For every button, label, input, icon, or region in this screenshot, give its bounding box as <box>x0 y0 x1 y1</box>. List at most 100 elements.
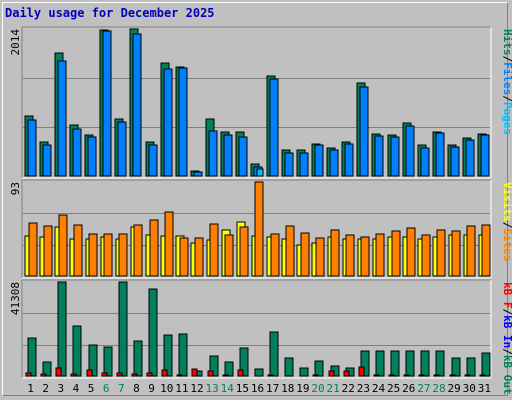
bar-kb-out-day-1 <box>27 337 37 377</box>
bar-kb-out-day-13 <box>209 355 219 377</box>
bar-kb-f-day-27 <box>418 374 425 377</box>
bar-kb-f-day-20 <box>312 374 319 377</box>
x-tick-label-day-9: 9 <box>148 382 155 395</box>
x-tick-label-day-1: 1 <box>27 382 34 395</box>
bar-files-day-24 <box>374 135 384 177</box>
bar-files-day-5 <box>87 136 97 177</box>
legend: Visits/Sites <box>501 182 512 262</box>
bar-kb-out-day-5 <box>88 344 98 377</box>
bar-sites-day-22 <box>345 234 355 277</box>
bar-kb-f-day-22 <box>343 370 350 377</box>
bar-kb-out-day-8 <box>133 340 143 377</box>
bar-kb-f-day-21 <box>328 370 335 377</box>
bar-sites-day-29 <box>451 230 461 277</box>
x-tick-label-day-6: 6 <box>103 382 110 395</box>
bar-kb-f-day-31 <box>479 374 486 377</box>
panel-bottom: 4 1 30 8 kB F/kB In/kB Out <box>9 279 512 395</box>
bar-kb-f-day-24 <box>373 374 380 377</box>
bar-kb-out-day-3 <box>57 281 67 377</box>
bar-files-day-8 <box>132 33 142 177</box>
bar-kb-f-day-28 <box>433 374 440 377</box>
bar-sites-day-5 <box>88 233 98 277</box>
bar-kb-out-day-6 <box>103 346 113 377</box>
bar-kb-out-day-14 <box>224 361 234 377</box>
bar-sites-day-7 <box>118 233 128 277</box>
x-tick-label-day-24: 24 <box>372 382 386 395</box>
x-tick-label-day-29: 29 <box>448 382 461 395</box>
bar-kb-out-day-29 <box>451 357 461 377</box>
bar-kb-f-day-1 <box>25 372 32 377</box>
bar-kb-f-day-4 <box>70 373 77 377</box>
bar-kb-f-day-26 <box>403 374 410 377</box>
x-tick-label-day-25: 25 <box>387 382 400 395</box>
bar-kb-f-day-3 <box>55 367 62 377</box>
bar-kb-f-day-7 <box>116 372 123 377</box>
bar-sites-day-18 <box>285 225 295 277</box>
bar-files-day-11 <box>178 67 188 177</box>
bar-kb-out-day-10 <box>163 334 173 377</box>
bar-sites-day-13 <box>209 223 219 277</box>
bar-files-day-10 <box>163 68 173 177</box>
legend-separator: / <box>501 56 512 63</box>
legend: kB F/kB In/kB Out <box>501 282 512 395</box>
bar-files-day-12 <box>193 171 203 177</box>
bar-kb-f-day-14 <box>222 374 229 377</box>
bar-files-day-13 <box>208 130 218 177</box>
bar-files-day-30 <box>465 139 475 177</box>
x-tick-label-day-21: 21 <box>327 382 340 395</box>
bar-sites-day-30 <box>466 225 476 277</box>
bar-kb-out-day-7 <box>118 281 128 377</box>
bar-sites-day-6 <box>103 233 113 277</box>
bar-sites-day-16 <box>254 181 264 277</box>
legend-separator: / <box>501 348 512 355</box>
y-max-label: 93 <box>9 182 22 195</box>
legend-visits: Visits <box>501 182 512 222</box>
x-tick-label-day-27: 27 <box>417 382 430 395</box>
bar-sites-day-12 <box>194 237 204 277</box>
bar-kb-f-day-2 <box>40 373 47 377</box>
bar-kb-f-day-5 <box>86 369 93 377</box>
bar-files-day-9 <box>148 144 158 177</box>
legend-pages: Pages <box>501 102 512 135</box>
bar-kb-out-day-25 <box>390 350 400 377</box>
bar-kb-f-day-29 <box>449 374 456 377</box>
bar-files-day-7 <box>117 121 127 177</box>
legend-separator: / <box>501 95 512 102</box>
bar-kb-out-day-23 <box>360 350 370 377</box>
x-tick-label-day-30: 30 <box>463 382 476 395</box>
x-tick-label-day-4: 4 <box>73 382 80 395</box>
bar-sites-day-21 <box>330 229 340 277</box>
chart-frame <box>2 2 508 396</box>
bar-kb-f-day-23 <box>358 366 365 377</box>
bar-kb-out-day-27 <box>420 350 430 377</box>
bar-kb-out-day-19 <box>299 367 309 377</box>
legend-kb-out: kB Out <box>501 355 512 395</box>
bar-sites-day-23 <box>360 236 370 277</box>
bar-files-day-25 <box>390 136 400 177</box>
bar-kb-out-day-16 <box>254 368 264 377</box>
x-tick-label-day-31: 31 <box>478 382 491 395</box>
bar-kb-out-day-18 <box>284 357 294 377</box>
x-tick-label-day-17: 17 <box>266 382 279 395</box>
bar-kb-out-day-17 <box>269 331 279 377</box>
bar-sites-day-24 <box>375 233 385 277</box>
bar-kb-out-day-4 <box>72 325 82 377</box>
x-tick-label-day-22: 22 <box>342 382 355 395</box>
x-axis-labels: 1 2 3 4 5 6 7 8 9 10 11 12 13 14 15 16 17 18 19 20 21 22 23 24 2… <box>27 382 491 395</box>
x-tick-label-day-19: 19 <box>296 382 309 395</box>
bar-sites-day-31 <box>481 224 491 277</box>
bar-files-day-2 <box>42 144 52 177</box>
x-tick-label-day-2: 2 <box>42 382 49 395</box>
bar-files-day-21 <box>329 149 339 177</box>
legend-hits: Hits <box>501 29 512 56</box>
bar-kb-f-day-25 <box>388 374 395 377</box>
bar-sites-day-26 <box>406 227 416 277</box>
bar-kb-out-day-30 <box>466 357 476 377</box>
x-tick-label-day-13: 13 <box>205 382 218 395</box>
bar-kb-out-day-9 <box>148 288 158 377</box>
bar-files-day-19 <box>299 152 309 177</box>
bar-sites-day-14 <box>224 234 234 277</box>
x-tick-label-day-8: 8 <box>133 382 140 395</box>
